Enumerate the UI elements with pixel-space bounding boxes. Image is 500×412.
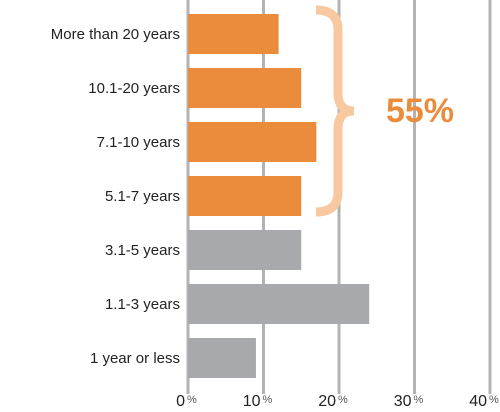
x-tick-unit: % — [187, 394, 197, 406]
bar — [188, 122, 317, 162]
x-tick-unit: % — [338, 394, 348, 406]
x-tick-label: 10 — [243, 393, 261, 410]
x-axis-ticks: 0% 10% 20% 30% 40% — [176, 393, 499, 410]
category-labels: More than 20 years 10.1-20 years 7.1-10 ye… — [51, 26, 180, 367]
x-tick-label: 30 — [394, 393, 412, 410]
bar — [188, 176, 302, 216]
x-tick-unit: % — [263, 394, 273, 406]
category-label: 1.1-3 years — [105, 296, 180, 313]
bar — [188, 284, 370, 324]
category-label: 5.1-7 years — [105, 188, 180, 205]
category-label: 7.1-10 years — [97, 134, 180, 151]
bar — [188, 68, 302, 108]
x-tick-label: 40 — [469, 393, 487, 410]
annotation-label: 55% — [386, 92, 454, 130]
x-tick-label: 20 — [318, 393, 336, 410]
bar — [188, 230, 302, 270]
category-label: 10.1-20 years — [88, 80, 180, 97]
category-label: More than 20 years — [51, 26, 180, 43]
category-label: 1 year or less — [90, 350, 180, 367]
bar — [188, 338, 256, 378]
x-tick-unit: % — [489, 394, 499, 406]
category-label: 3.1-5 years — [105, 242, 180, 259]
x-tick-unit: % — [414, 394, 424, 406]
bar — [188, 14, 279, 54]
x-tick-label: 0 — [176, 393, 185, 410]
bracket-brace — [315, 5, 355, 217]
bars — [188, 14, 370, 378]
